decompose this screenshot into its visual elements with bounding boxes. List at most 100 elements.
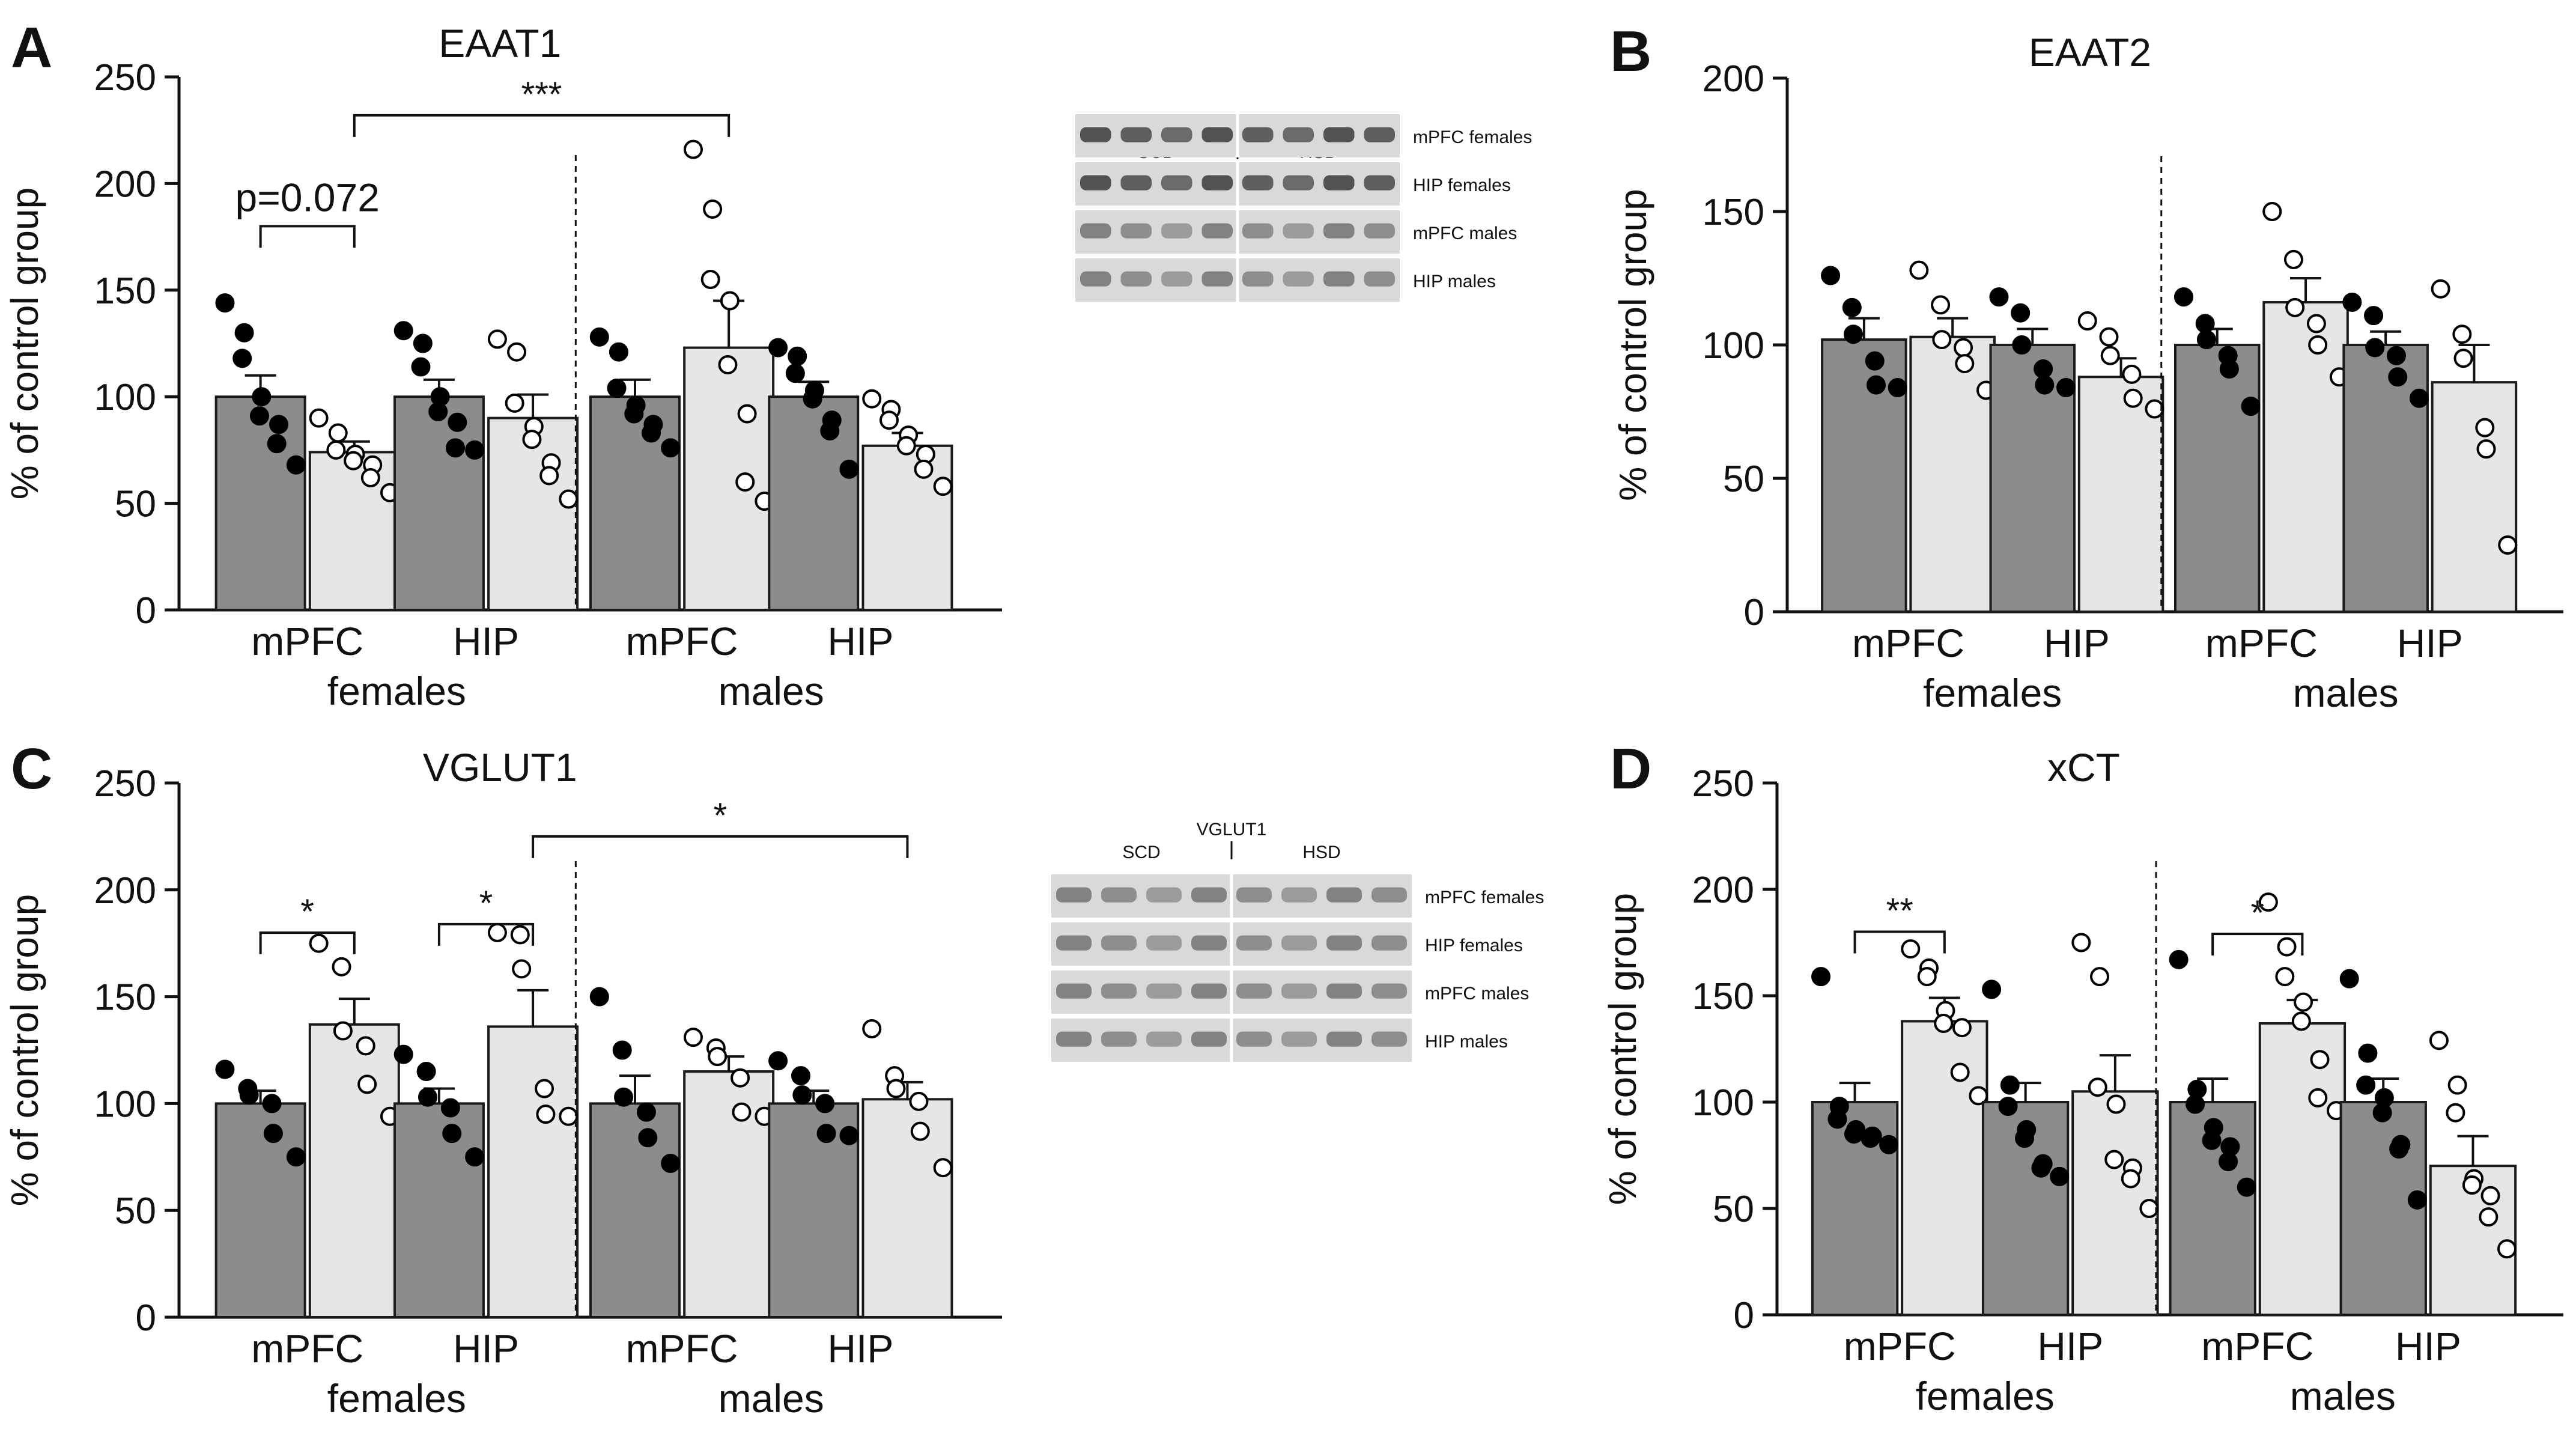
bar-hsd-mpfc <box>308 451 400 611</box>
bar-hsd-hip <box>861 444 953 612</box>
blot-band <box>1281 887 1317 903</box>
data-point-hsd <box>1901 939 1921 959</box>
data-point-scd <box>442 1124 462 1144</box>
y-tick-label: 50 <box>1713 1189 1754 1230</box>
data-point-scd <box>413 334 433 353</box>
data-point-hsd <box>732 1102 752 1122</box>
bar-scd-mpfc <box>214 395 306 611</box>
blot-band <box>1242 175 1274 190</box>
significance-bracket <box>437 922 535 946</box>
blot-band <box>1191 887 1227 903</box>
data-point-scd <box>262 1094 282 1114</box>
blot-band <box>1080 127 1111 142</box>
data-point-scd <box>1821 266 1841 285</box>
y-axis-label: % of control group <box>1601 893 1644 1205</box>
blot-band <box>1056 983 1092 999</box>
data-point-hsd <box>539 466 559 486</box>
data-point-hsd <box>683 139 703 159</box>
data-point-scd <box>393 1044 413 1064</box>
data-point-scd <box>2389 1139 2409 1159</box>
data-point-scd <box>2219 1152 2238 1172</box>
blot-band <box>1283 271 1314 287</box>
data-point-scd <box>465 440 485 460</box>
panel-a: A EAAT1 0 50 100 150 200 250 % of control group m… <box>3 16 1532 713</box>
panel-letter: A <box>11 16 52 80</box>
data-point-scd <box>2372 1103 2392 1123</box>
bar-hsd-mpfc <box>1901 1020 1988 1316</box>
data-point-hsd <box>559 1106 579 1126</box>
data-point-scd <box>2015 1129 2035 1148</box>
group-label: females <box>1923 671 2062 715</box>
data-point-hsd <box>2099 327 2119 347</box>
blot-band <box>1372 887 1407 903</box>
y-axis-label: % of control group <box>3 187 46 499</box>
blot-band <box>1120 223 1152 239</box>
data-point-hsd <box>2090 967 2110 987</box>
category-label: HIP <box>2397 621 2463 665</box>
blot-band <box>1161 271 1192 287</box>
group-label: females <box>327 1376 466 1421</box>
data-point-hsd <box>1932 330 1952 350</box>
data-point-hsd <box>505 393 524 413</box>
chart-title: EAAT1 <box>439 21 561 66</box>
data-point-hsd <box>507 342 527 362</box>
bar-hsd-hip <box>487 1025 579 1319</box>
y-tick-label: 150 <box>1692 976 1754 1017</box>
y-tick-label: 100 <box>94 377 156 418</box>
data-point-hsd <box>909 1091 929 1111</box>
category-label: mPFC <box>1844 1324 1956 1368</box>
blot-band <box>1242 223 1274 239</box>
blot-band <box>1201 175 1233 190</box>
data-point-scd <box>1982 980 2002 999</box>
y-tick-label: 200 <box>94 870 156 912</box>
blot-band <box>1146 887 1182 903</box>
data-point-scd <box>1989 287 2009 307</box>
data-point-hsd <box>344 451 363 471</box>
data-point-scd <box>2035 375 2055 395</box>
data-point-scd <box>638 1128 658 1148</box>
category-label: HIP <box>2037 1324 2103 1368</box>
data-point-hsd <box>2291 1011 2311 1031</box>
data-point-scd <box>2365 338 2385 358</box>
y-tick-label: 100 <box>1692 1082 1754 1124</box>
group-label: females <box>327 669 466 713</box>
data-point-hsd <box>914 459 934 479</box>
blot-band <box>1242 271 1274 287</box>
data-point-scd <box>1867 375 1886 395</box>
data-point-hsd <box>536 1104 556 1124</box>
data-point-hsd <box>487 329 507 349</box>
data-point-hsd <box>2123 388 2143 408</box>
data-point-hsd <box>2498 535 2518 555</box>
data-point-scd <box>2012 335 2032 355</box>
data-point-hsd <box>2462 1175 2482 1195</box>
data-point-scd <box>607 379 627 398</box>
data-point-scd <box>792 1085 812 1105</box>
blot-band <box>1236 983 1272 999</box>
data-point-scd <box>2364 306 2384 326</box>
blot-band <box>1146 935 1182 951</box>
blot-band <box>1372 935 1407 951</box>
y-tick-label: 100 <box>94 1083 156 1125</box>
data-point-scd <box>234 323 254 343</box>
data-point-scd <box>418 1087 437 1107</box>
data-point-hsd <box>2306 314 2326 334</box>
blot-band <box>1364 271 1395 287</box>
data-point-hsd <box>862 1019 882 1038</box>
data-point-hsd <box>328 423 348 443</box>
data-point-scd <box>1861 1129 1880 1148</box>
category-label: HIP <box>453 1326 519 1371</box>
data-point-hsd <box>735 472 755 492</box>
data-point-hsd <box>700 270 720 290</box>
data-point-scd <box>642 423 661 443</box>
bar-hsd-mpfc <box>1909 335 1996 613</box>
y-tick-label: 0 <box>136 590 156 632</box>
blot-band <box>1283 127 1314 142</box>
panel-letter: C <box>11 737 52 801</box>
significance-label: * <box>713 796 727 835</box>
data-point-scd <box>411 357 431 377</box>
data-point-hsd <box>2262 202 2282 221</box>
y-tick-label: 0 <box>1734 1295 1754 1336</box>
data-point-scd <box>839 1126 859 1145</box>
y-tick-label: 100 <box>1703 325 1764 367</box>
